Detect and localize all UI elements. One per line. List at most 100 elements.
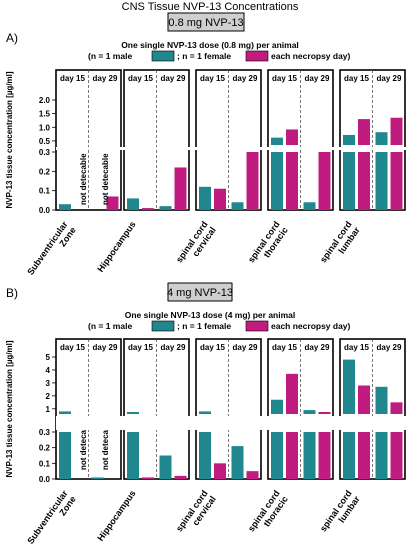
female-day29-bar [318, 152, 331, 210]
male-day29-bar [231, 446, 244, 479]
figure-title: CNS Tissue NVP-13 Concentrations [122, 1, 299, 13]
female-day15-bar-lower [286, 432, 298, 479]
panel-label: A) [6, 31, 18, 45]
y-tick-label: 0.3 [39, 428, 51, 437]
y-tick-label: 0.0 [39, 475, 51, 484]
y-tick-label: 1 [46, 405, 51, 414]
category-label: spinal cordthoracic [246, 219, 290, 270]
day-15-label: day 15 [128, 74, 153, 83]
legend-male-label: (n = 1 male [88, 51, 132, 61]
day-29-label: day 29 [305, 343, 330, 352]
day-29-label: day 29 [233, 343, 258, 352]
y-tick-label: 1.5 [39, 110, 51, 119]
y-tick-label: 0.1 [39, 459, 51, 468]
female-day29-bar-lower [390, 432, 403, 479]
male-day29-bar [303, 202, 316, 210]
day-15-label: day 15 [200, 74, 225, 83]
male-day15-bar-upper [343, 134, 355, 145]
male-day15-bar-lower [59, 432, 71, 479]
y-tick-label: 1.0 [39, 123, 51, 132]
legend-male-label: (n = 1 male [88, 321, 132, 331]
not-detectable-label: not detecable [79, 418, 88, 470]
category-label: spinal cordcervical [174, 219, 218, 270]
axis-break-band [56, 147, 406, 150]
not-detectable-label: not detecable [101, 418, 110, 470]
day-29-label: day 29 [93, 343, 118, 352]
legend-female-swatch [245, 50, 269, 62]
y-tick-label: 4 [46, 366, 51, 375]
y-tick-label: 3 [46, 379, 51, 388]
y-tick-label: 5 [46, 353, 51, 362]
y-tick-label: 0.1 [39, 187, 51, 196]
day-15-label: day 15 [272, 74, 297, 83]
y-axis-label: NVP-13 tissue concentration [µg/ml] [5, 340, 14, 477]
legend-female-swatch [245, 320, 269, 332]
male-day29-bar-lower [375, 432, 388, 479]
day-29-label: day 29 [93, 74, 118, 83]
male-day29-bar-upper [375, 386, 388, 414]
category-label: Hippocampus [95, 488, 137, 542]
legend-male-swatch [151, 50, 175, 62]
category-label: spinal cordcervical [174, 488, 218, 539]
day-29-label: day 29 [305, 74, 330, 83]
day-29-label: day 29 [377, 343, 402, 352]
legend-female-label: ; n = 1 female [177, 51, 231, 61]
male-day15-bar [199, 186, 211, 210]
male-day29-bar-upper [303, 410, 316, 414]
legend-suffix: each necropsy day) [271, 51, 351, 61]
panel-label: B) [6, 286, 18, 300]
day-15-label: day 15 [344, 74, 369, 83]
not-detectable-label: not detecable [79, 153, 88, 205]
female-day29-bar [106, 196, 119, 210]
legend-female-label: ; n = 1 female [177, 321, 231, 331]
day-29-label: day 29 [377, 74, 402, 83]
female-day15-bar [142, 208, 154, 210]
male-day15-bar-lower [343, 152, 355, 210]
female-day15-bar-upper [358, 119, 370, 145]
male-day15-bar-upper [343, 359, 355, 414]
female-day15-bar-upper [286, 373, 298, 414]
dose-box [167, 282, 233, 302]
day-15-label: day 15 [60, 74, 85, 83]
male-day29-bar-lower [303, 432, 316, 479]
dose-box [167, 12, 245, 32]
female-day29-bar [246, 471, 259, 479]
axis-break-band [56, 416, 406, 430]
male-day15-bar [127, 198, 139, 210]
female-day29-bar [174, 475, 187, 479]
dose-label: 4 mg NVP-13 [167, 287, 233, 299]
female-day15-bar-upper [286, 129, 298, 145]
male-day29-bar [91, 477, 104, 479]
dose-label: 0.8 mg NVP-13 [168, 17, 243, 29]
male-day29-bar-upper [375, 132, 388, 145]
female-day15-bar [214, 463, 226, 479]
female-day29-bar-upper [390, 117, 403, 145]
female-day15-bar-lower [358, 432, 370, 479]
female-day29-bar [174, 167, 187, 210]
y-tick-label: 2.0 [39, 96, 51, 105]
y-tick-label: 0.2 [39, 444, 51, 453]
category-label: spinal cordlumbar [318, 488, 362, 539]
male-day15-bar-upper [127, 412, 139, 414]
category-label: spinal cordthoracic [246, 488, 290, 539]
day-15-label: day 15 [272, 343, 297, 352]
day-15-label: day 15 [200, 343, 225, 352]
female-day29-bar-upper [390, 402, 403, 414]
y-tick-label: 0.3 [39, 148, 51, 157]
legend-title: One single NVP-13 dose (0.8 mg) per anim… [121, 40, 299, 50]
day-15-label: day 15 [344, 343, 369, 352]
male-day15-bar-upper [59, 411, 71, 414]
day-29-label: day 29 [161, 343, 186, 352]
male-day15-bar-lower [343, 432, 355, 479]
female-day29-bar-upper [318, 412, 331, 414]
legend-title: One single NVP-13 dose (4 mg) per animal [125, 310, 296, 320]
legend-male-swatch [151, 320, 175, 332]
legend-suffix: each necropsy day) [271, 321, 351, 331]
female-day15-bar-upper [358, 385, 370, 414]
male-day29-bar [231, 202, 244, 210]
y-tick-label: 0.0 [39, 206, 51, 215]
female-day15-bar-lower [286, 152, 298, 210]
male-day29-bar-lower [375, 152, 388, 210]
female-day29-bar [246, 152, 259, 210]
